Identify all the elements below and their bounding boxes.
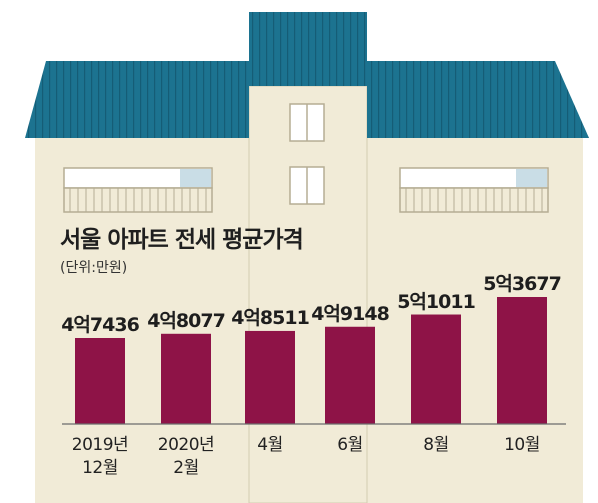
unit-label: (단위:만원) bbox=[60, 260, 128, 276]
x-tick-label: 8월 bbox=[381, 434, 491, 457]
data-label: 5억1011 bbox=[397, 290, 476, 313]
right-roof bbox=[367, 61, 589, 138]
x-tick-label-line: 2020년 bbox=[157, 435, 215, 455]
x-tick-label-line: 8월 bbox=[423, 435, 449, 455]
x-tick-label-line: 6월 bbox=[337, 435, 363, 455]
bar bbox=[245, 330, 295, 424]
x-tick-label-line: 2월 bbox=[173, 458, 199, 478]
chart-title: 서울 아파트 전세 평균가격 bbox=[60, 227, 304, 253]
data-label: 4억8077 bbox=[147, 309, 226, 332]
tower-roof bbox=[249, 12, 367, 86]
data-label: 4억8511 bbox=[231, 306, 310, 329]
x-tick-label: 6월 bbox=[295, 434, 405, 457]
bar bbox=[497, 297, 547, 424]
x-tick-label: 4월 bbox=[215, 434, 325, 457]
bar bbox=[161, 333, 211, 424]
house-tower bbox=[248, 85, 368, 503]
data-label: 5억3677 bbox=[483, 273, 562, 295]
bar bbox=[75, 338, 125, 424]
tower-window bbox=[289, 166, 325, 205]
right-balcony bbox=[399, 167, 549, 213]
left-roof bbox=[25, 61, 249, 138]
bar bbox=[411, 314, 461, 424]
x-tick-label-line: 12월 bbox=[82, 458, 118, 478]
data-label: 4억7436 bbox=[61, 314, 140, 336]
bars-group bbox=[75, 297, 547, 424]
tower-window bbox=[289, 103, 325, 142]
x-tick-label: 2020년 2월 bbox=[131, 434, 241, 480]
x-tick-label-line: 2019년 bbox=[71, 435, 129, 455]
left-balcony bbox=[63, 167, 213, 213]
x-tick-label: 2019년 12월 bbox=[45, 434, 155, 480]
bar bbox=[325, 326, 375, 424]
x-tick-label-line: 4월 bbox=[257, 435, 283, 455]
x-tick-label: 10월 bbox=[467, 434, 577, 457]
x-tick-label-line: 10월 bbox=[504, 435, 540, 455]
data-label: 4억9148 bbox=[311, 302, 390, 325]
